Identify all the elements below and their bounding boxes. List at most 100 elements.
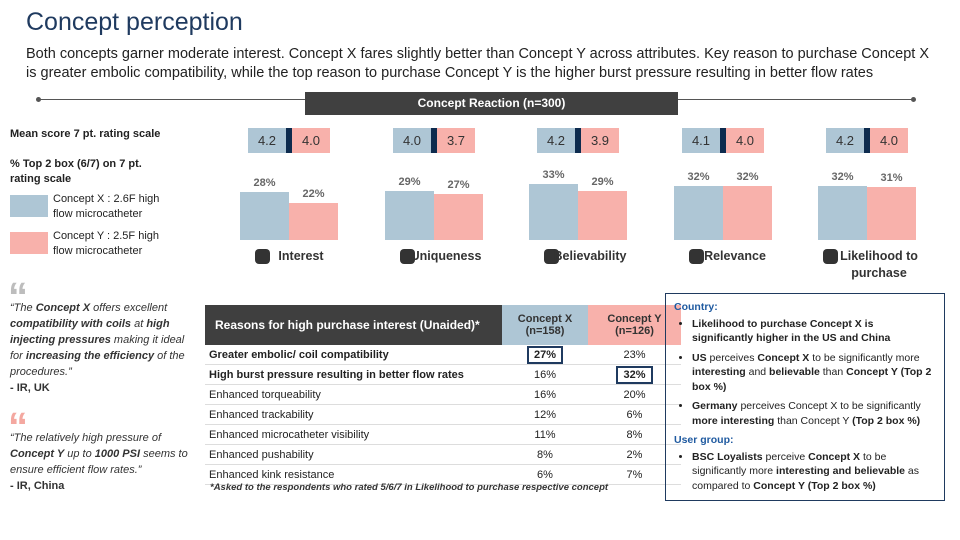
- bar: [434, 194, 483, 240]
- bar: [674, 185, 723, 240]
- cell-text: 32%: [616, 365, 653, 384]
- table-cell: High burst pressure resulting in better …: [205, 364, 502, 385]
- table-cell: 7%: [588, 464, 681, 485]
- cell-text: 7%: [626, 468, 643, 481]
- text: as compared to: [692, 465, 919, 492]
- mean-divider: [720, 128, 726, 153]
- text: and: [745, 366, 770, 378]
- header-cell: Concept X (n=158): [502, 305, 588, 345]
- table-row: Enhanced kink resistance 6% 7%: [205, 464, 681, 485]
- bar: [240, 192, 289, 240]
- table-row: Greater embolic/ coil compatibility 27% 23…: [205, 345, 681, 365]
- category-label: Relevance: [704, 249, 766, 263]
- category-label: Uniqueness: [410, 249, 482, 263]
- mean-divider: [575, 128, 581, 153]
- bold-text: (Top 2 box %): [852, 414, 921, 427]
- bold-text: Likelihood to purchase Concept X is sign…: [692, 317, 891, 345]
- value-label: 33%: [542, 168, 565, 181]
- text: offers excellent: [90, 302, 168, 314]
- bold-text: 1000 PSI: [94, 448, 141, 460]
- table-cell: 27%: [502, 345, 588, 365]
- table-row: Enhanced pushability 8% 2%: [205, 444, 681, 465]
- table-row: Enhanced trackability 12% 6%: [205, 404, 681, 425]
- cell-text: Enhanced microcatheter visibility: [209, 428, 370, 441]
- cell-text: 8%: [626, 428, 643, 441]
- title: Concept perception: [26, 8, 243, 36]
- bold-text: Concept X: [35, 302, 91, 314]
- mean-score: 4.2: [826, 128, 864, 153]
- table-cell: Enhanced kink resistance: [205, 464, 502, 485]
- table-row: Enhanced torqueability 16% 20%: [205, 384, 681, 405]
- bar: [723, 185, 772, 240]
- table-cell: Enhanced pushability: [205, 444, 502, 465]
- category-label: Likelihood to purchase: [840, 249, 918, 280]
- mean-score: 4.1: [682, 128, 720, 153]
- bar: [289, 202, 338, 240]
- mean-score: 4.2: [248, 128, 286, 153]
- dot: [36, 97, 41, 102]
- table-cell: Enhanced microcatheter visibility: [205, 424, 502, 445]
- footnote: *Asked to the respondents who rated 5/6/…: [210, 482, 609, 493]
- bar: [578, 190, 627, 240]
- bold-text: compatibility with coils: [10, 318, 132, 330]
- cell-text: 16%: [533, 388, 557, 401]
- mean-score: 4.0: [292, 128, 330, 153]
- cell-text: Enhanced kink resistance: [209, 468, 335, 481]
- bold-text: Concept Y (Top 2 box %): [753, 479, 876, 492]
- value-label: 32%: [831, 170, 854, 183]
- finding: Germany perceives Concept X to be signif…: [692, 399, 936, 428]
- quote: “The Concept X offers excellent compatib…: [10, 300, 190, 396]
- cell-text: 27%: [526, 345, 564, 364]
- category-label: Believability: [553, 249, 627, 263]
- value-label: 28%: [253, 177, 276, 190]
- value-label: 31%: [880, 172, 903, 185]
- text: at: [131, 318, 147, 330]
- value-label: 32%: [687, 170, 710, 183]
- value-label: 32%: [736, 170, 759, 183]
- findings-heading: User group:: [674, 434, 734, 446]
- category-icon: [255, 249, 270, 264]
- bar: [818, 185, 867, 240]
- findings-heading: Country:: [674, 301, 718, 313]
- bar: [385, 190, 434, 240]
- bold-text: Germany: [692, 400, 738, 412]
- text: of the procedures.”: [10, 350, 185, 378]
- value-label: 29%: [398, 175, 421, 188]
- value-label: 29%: [591, 175, 614, 188]
- bold-text: high injecting pressures: [10, 318, 170, 346]
- bold-text: BSC Loyalists: [692, 450, 763, 463]
- text: making it ideal for: [10, 334, 185, 362]
- legend-label: Concept X : 2.6F high flow microcatheter: [53, 193, 160, 220]
- text: to be significantly more: [692, 450, 887, 478]
- category-label: Interest: [278, 249, 324, 263]
- cell-text: High burst pressure resulting in better …: [209, 368, 464, 381]
- table-cell: 8%: [502, 444, 588, 465]
- table-cell: 23%: [588, 345, 681, 365]
- value-label: 27%: [447, 179, 470, 192]
- cell-text: Greater embolic/ coil compatibility: [209, 348, 389, 361]
- mean-divider: [431, 128, 437, 153]
- table-cell: 16%: [502, 364, 588, 385]
- legend-swatch: [10, 232, 48, 254]
- cell-text: Enhanced torqueability: [209, 388, 321, 401]
- bold-text: Concept X: [757, 351, 810, 364]
- bold-text: more interesting: [692, 414, 775, 427]
- mean-divider: [286, 128, 292, 153]
- value-label: 22%: [302, 187, 325, 200]
- table-cell: 6%: [502, 464, 588, 485]
- mean-score: 4.0: [870, 128, 908, 153]
- table-row: High burst pressure resulting in better …: [205, 364, 681, 385]
- cell-text: 11%: [534, 428, 556, 441]
- bold-text: Concept Y (Top 2 box %): [692, 366, 932, 393]
- text: perceives: [706, 351, 758, 364]
- bold-text: Concept X: [808, 450, 861, 463]
- table-wrap: Reasons for high purchase interest (Unai…: [205, 305, 681, 485]
- cell-text: 16%: [533, 368, 557, 381]
- text: “The relatively high pressure of: [10, 432, 162, 444]
- table-header: Reasons for high purchase interest (Unai…: [205, 305, 681, 345]
- text: up to: [64, 448, 95, 460]
- table-cell: 8%: [588, 424, 681, 445]
- text: perceive: [762, 450, 809, 463]
- cell-text: Enhanced trackability: [209, 408, 314, 421]
